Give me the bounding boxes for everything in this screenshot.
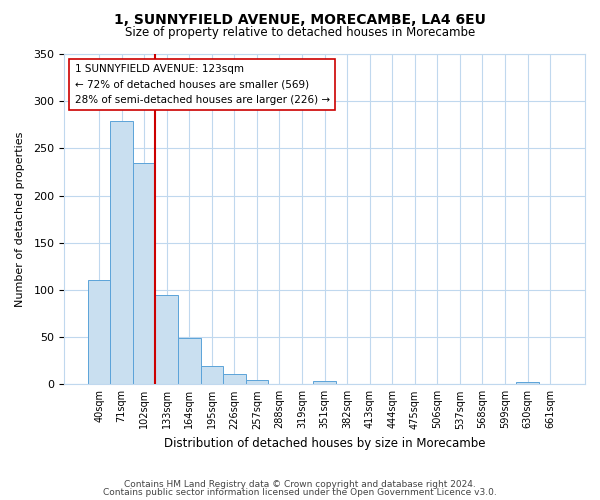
Text: 1 SUNNYFIELD AVENUE: 123sqm
← 72% of detached houses are smaller (569)
28% of se: 1 SUNNYFIELD AVENUE: 123sqm ← 72% of det… bbox=[74, 64, 330, 105]
Y-axis label: Number of detached properties: Number of detached properties bbox=[15, 132, 25, 307]
Bar bbox=[223, 374, 245, 384]
Bar bbox=[516, 382, 539, 384]
Text: Contains public sector information licensed under the Open Government Licence v3: Contains public sector information licen… bbox=[103, 488, 497, 497]
Bar bbox=[200, 366, 223, 384]
Bar bbox=[88, 280, 110, 384]
Bar bbox=[313, 382, 336, 384]
X-axis label: Distribution of detached houses by size in Morecambe: Distribution of detached houses by size … bbox=[164, 437, 485, 450]
Bar bbox=[245, 380, 268, 384]
Bar bbox=[155, 294, 178, 384]
Text: Contains HM Land Registry data © Crown copyright and database right 2024.: Contains HM Land Registry data © Crown c… bbox=[124, 480, 476, 489]
Bar bbox=[133, 162, 155, 384]
Bar bbox=[178, 338, 200, 384]
Text: 1, SUNNYFIELD AVENUE, MORECAMBE, LA4 6EU: 1, SUNNYFIELD AVENUE, MORECAMBE, LA4 6EU bbox=[114, 12, 486, 26]
Bar bbox=[110, 121, 133, 384]
Text: Size of property relative to detached houses in Morecambe: Size of property relative to detached ho… bbox=[125, 26, 475, 39]
